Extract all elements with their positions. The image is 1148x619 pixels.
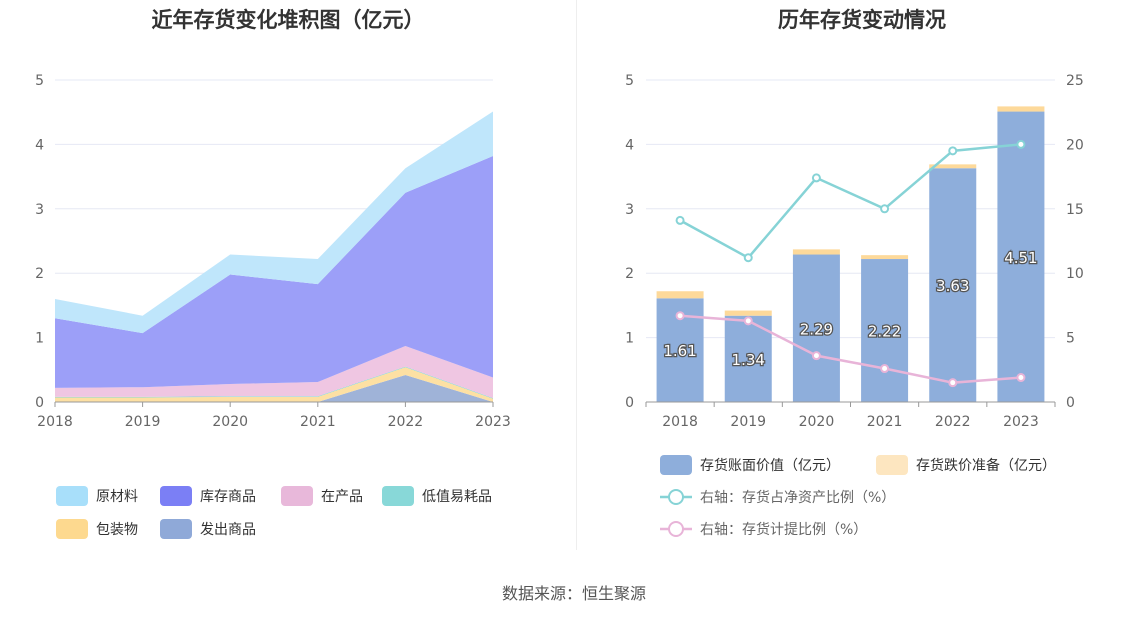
legend-label: 右轴：存货占净资产比例（%） — [700, 489, 895, 506]
line-series — [679, 314, 1022, 384]
bar — [656, 291, 704, 299]
right-chart-title: 历年存货变动情况 — [778, 8, 946, 32]
bar-value-label: 3.63 — [936, 277, 969, 295]
bar — [929, 164, 977, 169]
legend-swatch — [382, 486, 414, 506]
stacked-area-chart: 0 1 2 3 4 5 2018 2019 2020 2021 2022 2023 原材料 库存商品 在产品… — [35, 73, 511, 539]
y-tick-label: 1 — [625, 331, 634, 347]
line-point — [1016, 139, 1026, 149]
bar — [861, 259, 909, 402]
y-tick-label: 4 — [35, 137, 44, 153]
y2-tick-label: 20 — [1066, 137, 1084, 153]
y-tick-label: 5 — [625, 73, 634, 89]
line-point — [675, 215, 685, 225]
x-tick-label: 2023 — [1003, 414, 1039, 430]
inventory-bar-chart-panel: 历年存货变动情况 0 1 2 3 4 5 0 5 10 15 20 25 1.61 1.34 2.29 2.2… — [576, 0, 1148, 560]
y-tick-label: 0 — [35, 395, 44, 411]
line-point — [811, 173, 821, 183]
legend-label: 库存商品 — [200, 489, 256, 505]
bar-value-label: 1.34 — [732, 351, 765, 369]
panel-divider — [576, 0, 577, 550]
bar-value-label: 2.29 — [800, 320, 833, 338]
legend-marker — [668, 521, 684, 537]
x-tick-label: 2018 — [37, 414, 73, 430]
line-point — [811, 351, 821, 361]
x-tick-label: 2018 — [662, 414, 698, 430]
legend-label: 存货跌价准备（亿元） — [916, 457, 1056, 474]
bar-value-label: 4.51 — [1004, 249, 1037, 267]
legend-swatch — [876, 455, 908, 475]
bar — [929, 168, 977, 402]
bar — [792, 249, 840, 255]
y2-tick-label: 0 — [1066, 395, 1075, 411]
y2-tick-label: 25 — [1066, 73, 1084, 89]
line-point — [880, 204, 890, 214]
line-point — [948, 146, 958, 156]
inventory-combo-chart: 0 1 2 3 4 5 0 5 10 15 20 25 1.61 1.34 2.29 2.22 3.63 4.51… — [625, 73, 1084, 538]
y-tick-label: 1 — [35, 331, 44, 347]
legend-swatch — [160, 519, 192, 539]
legend-label: 右轴：存货计提比例（%） — [700, 521, 867, 538]
y-tick-label: 3 — [625, 202, 634, 218]
x-tick-label: 2019 — [730, 414, 766, 430]
line-point — [1016, 373, 1026, 383]
y-tick-label: 4 — [625, 137, 634, 153]
y2-tick-label: 15 — [1066, 202, 1084, 218]
y-tick-label: 5 — [35, 73, 44, 89]
bar-value-label: 1.61 — [663, 342, 696, 360]
y2-tick-label: 10 — [1066, 266, 1084, 282]
legend-label: 存货账面价值（亿元） — [700, 457, 840, 474]
legend-marker — [668, 489, 684, 505]
legend-swatch — [56, 519, 88, 539]
line-point — [743, 316, 753, 326]
x-tick-label: 2022 — [388, 414, 424, 430]
x-tick-label: 2020 — [212, 414, 248, 430]
line-series — [679, 143, 1022, 260]
data-source-note: 数据来源：恒生聚源 — [501, 584, 646, 603]
x-tick-label: 2021 — [867, 414, 903, 430]
y-tick-label: 2 — [35, 266, 44, 282]
bar — [997, 106, 1045, 112]
y2-tick-label: 5 — [1066, 331, 1075, 347]
x-tick-label: 2021 — [300, 414, 336, 430]
line-point — [948, 378, 958, 388]
legend-label: 原材料 — [96, 489, 138, 505]
bar — [861, 255, 909, 260]
bar — [792, 254, 840, 402]
area-series — [55, 345, 493, 399]
area-series — [55, 155, 493, 388]
bar — [724, 310, 772, 316]
left-chart-title: 近年存货变化堆积图（亿元） — [151, 8, 425, 32]
area-series — [55, 374, 493, 402]
area-series — [55, 367, 493, 402]
stacked-area-chart-panel: 近年存货变化堆积图（亿元） 0 1 2 3 4 5 2018 2019 2020 2021 2022… — [0, 0, 576, 560]
legend-swatch — [281, 486, 313, 506]
legend-label: 低值易耗品 — [422, 489, 492, 505]
legend-swatch — [660, 455, 692, 475]
x-tick-label: 2022 — [935, 414, 971, 430]
y-tick-label: 0 — [625, 395, 634, 411]
bar-value-label: 2.22 — [868, 323, 901, 341]
bar — [997, 111, 1045, 402]
y-tick-label: 2 — [625, 266, 634, 282]
y-tick-label: 3 — [35, 202, 44, 218]
legend-label: 包装物 — [96, 522, 138, 538]
line-point — [743, 253, 753, 263]
x-tick-label: 2020 — [799, 414, 835, 430]
x-tick-label: 2023 — [475, 414, 511, 430]
legend-swatch — [56, 486, 88, 506]
area-series — [55, 111, 493, 334]
legend-label: 发出商品 — [200, 522, 256, 538]
line-point — [880, 364, 890, 374]
legend-swatch — [160, 486, 192, 506]
legend-label: 在产品 — [321, 489, 363, 505]
line-point — [675, 311, 685, 321]
x-tick-label: 2019 — [125, 414, 161, 430]
